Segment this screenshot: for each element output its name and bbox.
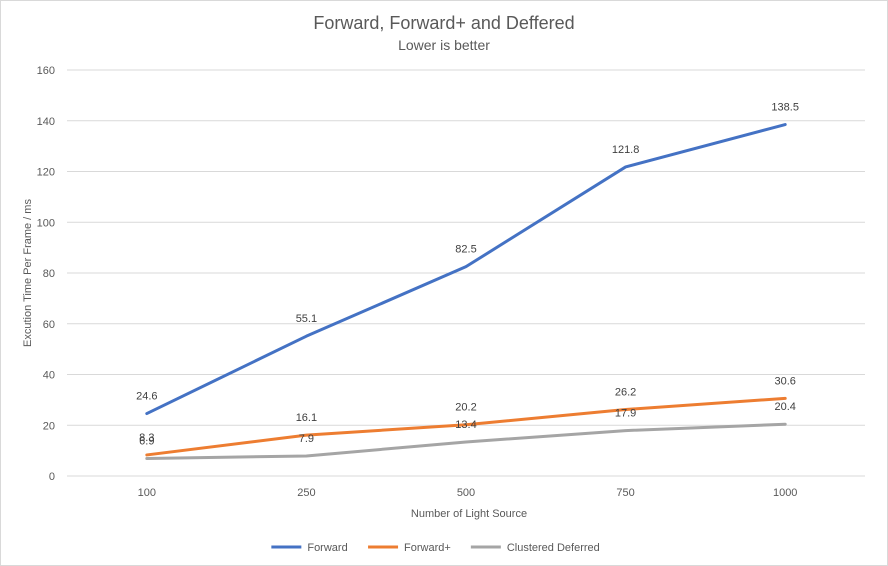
data-label: 13.4 [455, 419, 476, 431]
legend-label: Forward [307, 542, 347, 554]
y-tick-label: 160 [37, 65, 55, 77]
series-lines [145, 123, 787, 460]
y-tick-label: 0 [49, 471, 55, 483]
y-axis-title: Excution Time Per Frame / ms [22, 199, 34, 347]
legend-label: Forward+ [404, 542, 451, 554]
y-axis-ticks: 0 20 40 60 80 100 120 140 160 [37, 65, 55, 483]
x-axis-title: Number of Light Source [411, 508, 527, 520]
y-tick-label: 120 [37, 167, 55, 179]
x-tick-label: 1000 [773, 487, 797, 499]
data-label: 20.4 [774, 401, 795, 413]
data-label: 6.9 [139, 435, 154, 447]
legend-label: Clustered Deferred [507, 542, 600, 554]
legend-item: Forward+ [368, 542, 451, 554]
data-label: 30.6 [774, 375, 795, 387]
chart-subtitle: Lower is better [398, 37, 490, 53]
data-label: 55.1 [296, 313, 317, 325]
legend-item: Forward [271, 542, 348, 554]
data-label: 20.2 [455, 402, 476, 414]
x-tick-label: 250 [297, 487, 315, 499]
y-tick-label: 60 [43, 319, 55, 331]
gridlines [67, 69, 865, 477]
x-tick-label: 500 [457, 487, 475, 499]
y-tick-label: 140 [37, 116, 55, 128]
data-label: 26.2 [615, 387, 636, 399]
x-tick-label: 100 [138, 487, 156, 499]
data-label: 16.1 [296, 412, 317, 424]
x-tick-label: 750 [616, 487, 634, 499]
data-label: 24.6 [136, 391, 157, 403]
chart-title: Forward, Forward+ and Deffered [313, 13, 574, 33]
data-labels: 24.6 55.1 82.5 121.8 138.5 8.3 16.1 20.2 26.2 30.… [136, 102, 799, 448]
y-tick-label: 80 [43, 268, 55, 280]
y-tick-label: 20 [43, 420, 55, 432]
data-label: 7.9 [299, 433, 314, 445]
series-line-forward [145, 123, 787, 416]
data-label: 121.8 [612, 144, 640, 156]
data-label: 138.5 [771, 102, 799, 114]
legend-item: Clustered Deferred [470, 542, 600, 554]
series-line-forward- [145, 396, 787, 457]
data-label: 17.9 [615, 408, 636, 420]
x-axis-ticks: 100 250 500 750 1000 [138, 487, 798, 499]
data-label: 8.3 [139, 432, 154, 444]
series-line-clustered-deferred [145, 422, 787, 460]
legend: Forward Forward+ Clustered Deferred [271, 542, 600, 554]
y-tick-label: 100 [37, 217, 55, 229]
y-tick-label: 40 [43, 370, 55, 382]
data-label: 82.5 [455, 244, 476, 256]
